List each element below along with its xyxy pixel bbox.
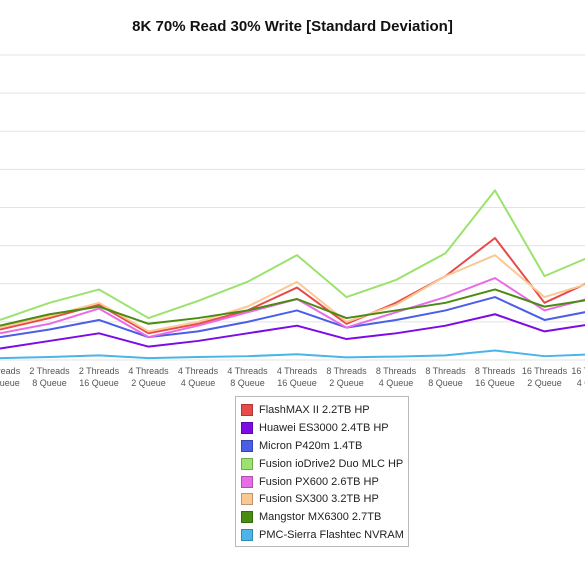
legend-label: Fusion PX600 2.6TB HP [259, 475, 379, 488]
legend-swatch [241, 493, 253, 506]
x-tick-label: 8 Threads 8 Queue [425, 366, 466, 388]
x-tick-label: 4 Threads 4 Queue [178, 366, 219, 388]
legend-swatch [241, 511, 253, 524]
x-tick-label: 16 Threads 2 Queue [522, 366, 568, 388]
x-tick-label: 2 Threads 8 Queue [29, 366, 70, 388]
x-tick-label: 4 Threads 8 Queue [227, 366, 268, 388]
legend-swatch [241, 403, 253, 416]
legend-label: Huawei ES3000 2.4TB HP [259, 421, 389, 434]
legend-label: Micron P420m 1.4TB [259, 439, 363, 452]
series-line [0, 189, 585, 321]
legend-item: FlashMAX II 2.2TB HP [236, 401, 408, 419]
x-tick-label: 8 Threads 2 Queue [326, 366, 367, 388]
grid-lines [0, 54, 585, 361]
legend-item: Micron P420m 1.4TB [236, 437, 408, 455]
legend-label: Fusion SX300 3.2TB HP [259, 493, 379, 506]
legend-item: Mangstor MX6300 2.7TB [236, 508, 408, 526]
x-tick-label: 8 Threads 4 Queue [376, 366, 417, 388]
legend-label: FlashMAX II 2.2TB HP [259, 403, 370, 416]
legend-swatch [241, 439, 253, 452]
series-line [0, 254, 585, 333]
legend-label: Fusion ioDrive2 Duo MLC HP [259, 457, 404, 470]
series-line [0, 237, 585, 335]
legend-swatch [241, 457, 253, 470]
legend-item: PMC-Sierra Flashtec NVRAM [236, 526, 408, 544]
series-line [0, 288, 585, 327]
x-tick-label: 8 Threads 16 Queue [475, 366, 516, 388]
legend-swatch [241, 529, 253, 542]
chart-title: 8K 70% Read 30% Write [Standard Deviatio… [132, 18, 453, 35]
series-lines [0, 189, 585, 360]
legend-label: PMC-Sierra Flashtec NVRAM [259, 529, 404, 542]
legend-swatch [241, 421, 253, 434]
legend-swatch [241, 475, 253, 488]
legend-item: Fusion SX300 3.2TB HP [236, 490, 408, 508]
x-tick-label: 2 Threads 16 Queue [79, 366, 120, 388]
series-line [0, 313, 585, 350]
legend-item: Fusion ioDrive2 Duo MLC HP [236, 455, 408, 473]
x-tick-label: 4 Threads 16 Queue [277, 366, 318, 388]
legend-item: Fusion PX600 2.6TB HP [236, 473, 408, 491]
series-line [0, 349, 585, 360]
legend: FlashMAX II 2.2TB HP Huawei ES3000 2.4TB … [235, 396, 409, 548]
legend-item: Huawei ES3000 2.4TB HP [236, 419, 408, 437]
legend-label: Mangstor MX6300 2.7TB [259, 511, 382, 524]
series-line [0, 296, 585, 339]
x-tick-label: 4 Threads 2 Queue [128, 366, 169, 388]
